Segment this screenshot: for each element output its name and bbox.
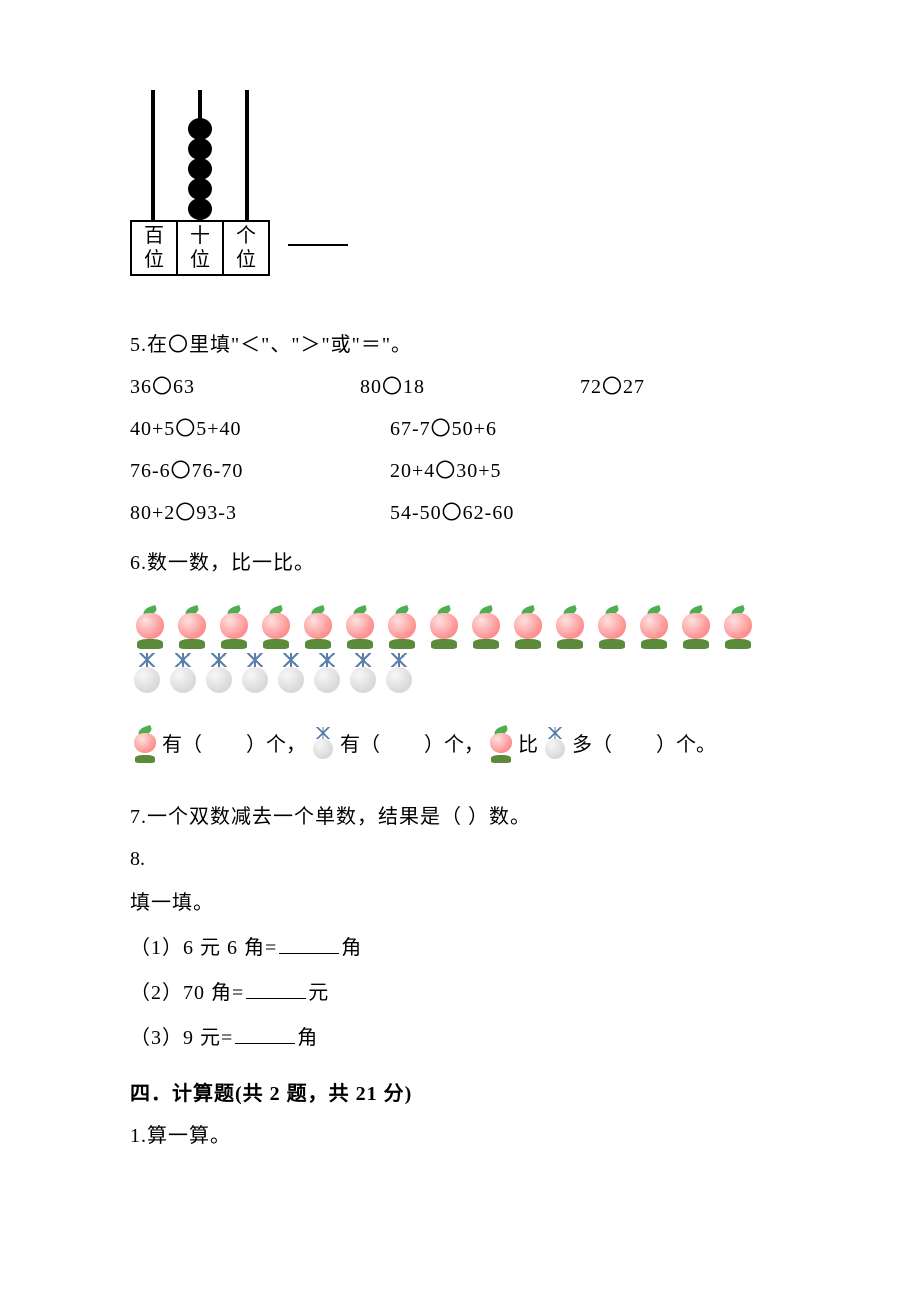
abacus-rod [151, 90, 155, 220]
place-value-label: 个位 [222, 222, 268, 274]
abacus-answer-blank [288, 244, 348, 246]
peach-icon [718, 605, 758, 649]
peach-icon [550, 605, 590, 649]
q5-row: 80+2〇93-354-50〇62-60 [130, 499, 920, 527]
q6-text: 有（ [340, 731, 380, 759]
peach-icon [214, 605, 254, 649]
peach-icon [486, 727, 516, 763]
fill-blank [279, 931, 339, 954]
q8-item: （3）9 元= 角 [130, 1021, 920, 1052]
peach-icon [382, 605, 422, 649]
fill-blank [246, 976, 306, 999]
q6-sentence: 有（ ）个， 有（ ）个， 比 多（ ）个。 [130, 727, 920, 763]
q5-row: 76-6〇76-7020+4〇30+5 [130, 457, 920, 485]
section-4-q1: 1.算一算。 [130, 1122, 920, 1150]
pineapple-icon [130, 653, 164, 699]
peach-icon [298, 605, 338, 649]
q5-cell: 80〇18 [360, 373, 580, 401]
pineapple-icon [166, 653, 200, 699]
pineapple-icon [540, 727, 570, 763]
q5-cell: 36〇63 [130, 373, 360, 401]
q8-item-suffix: 角 [297, 1027, 318, 1049]
pineapple-icon [202, 653, 236, 699]
q8-number: 8. [130, 845, 920, 873]
q5-prompt: 5.在〇里填"＜"、"＞"或"＝"。 [130, 331, 920, 359]
peach-icon [508, 605, 548, 649]
place-value-label: 百位 [132, 222, 176, 274]
q5-cell: 72〇27 [580, 373, 645, 401]
peach-icon [424, 605, 464, 649]
abacus-rod [198, 90, 202, 220]
q5-row: 40+5〇5+4067-7〇50+6 [130, 415, 920, 443]
q5-cell: 54-50〇62-60 [390, 499, 514, 527]
abacus-rod [245, 90, 249, 220]
q6-text: ）个， [424, 731, 484, 759]
pineapple-row [130, 653, 920, 699]
q8-item: （2）70 角= 元 [130, 976, 920, 1007]
abacus-bead [188, 198, 212, 220]
q8-item-prefix: （2）70 角= [130, 982, 244, 1004]
abacus-figure: 百位十位个位 [130, 90, 920, 276]
abacus-bead [188, 178, 212, 200]
pineapple-icon [346, 653, 380, 699]
fill-blank [235, 1021, 295, 1044]
q6-text: 有（ [162, 731, 202, 759]
q8-item-prefix: （1）6 元 6 角= [130, 937, 277, 959]
abacus-bead [188, 118, 212, 140]
q5-row-1: 36〇63 80〇18 72〇27 [130, 373, 920, 401]
q8-item-suffix: 元 [308, 982, 329, 1004]
peach-row [130, 605, 920, 649]
abacus-place-value-row: 百位十位个位 [130, 220, 270, 276]
q5-cell: 80+2〇93-3 [130, 499, 390, 527]
q5-cell: 67-7〇50+6 [390, 415, 497, 443]
q5-cell: 76-6〇76-70 [130, 457, 390, 485]
peach-icon [676, 605, 716, 649]
abacus: 百位十位个位 [130, 90, 270, 276]
q6-text: ）个， [246, 731, 306, 759]
q6-text: ）个。 [656, 731, 716, 759]
q8-item: （1）6 元 6 角= 角 [130, 931, 920, 962]
pineapple-icon [274, 653, 308, 699]
q6-prompt: 6.数一数，比一比。 [130, 549, 920, 577]
peach-icon [634, 605, 674, 649]
section-4-heading: 四．计算题(共 2 题，共 21 分) [130, 1080, 920, 1108]
peach-icon [130, 727, 160, 763]
peach-icon [172, 605, 212, 649]
q8-prompt: 填一填。 [130, 889, 920, 917]
q8-item-prefix: （3）9 元= [130, 1027, 233, 1049]
pineapple-icon [310, 653, 344, 699]
abacus-rods [130, 90, 270, 220]
q5-cell: 40+5〇5+40 [130, 415, 390, 443]
place-value-label: 十位 [176, 222, 222, 274]
q5-cell: 20+4〇30+5 [390, 457, 502, 485]
q6-text: 比 [518, 731, 538, 759]
q6-text: 多（ [572, 731, 612, 759]
peach-icon [256, 605, 296, 649]
abacus-bead [188, 138, 212, 160]
pineapple-icon [308, 727, 338, 763]
peach-icon [592, 605, 632, 649]
q7-text: 7.一个双数减去一个单数，结果是（ ）数。 [130, 803, 920, 831]
peach-icon [466, 605, 506, 649]
pineapple-icon [238, 653, 272, 699]
peach-icon [340, 605, 380, 649]
peach-icon [130, 605, 170, 649]
abacus-bead [188, 158, 212, 180]
pineapple-icon [382, 653, 416, 699]
q8-item-suffix: 角 [341, 937, 362, 959]
